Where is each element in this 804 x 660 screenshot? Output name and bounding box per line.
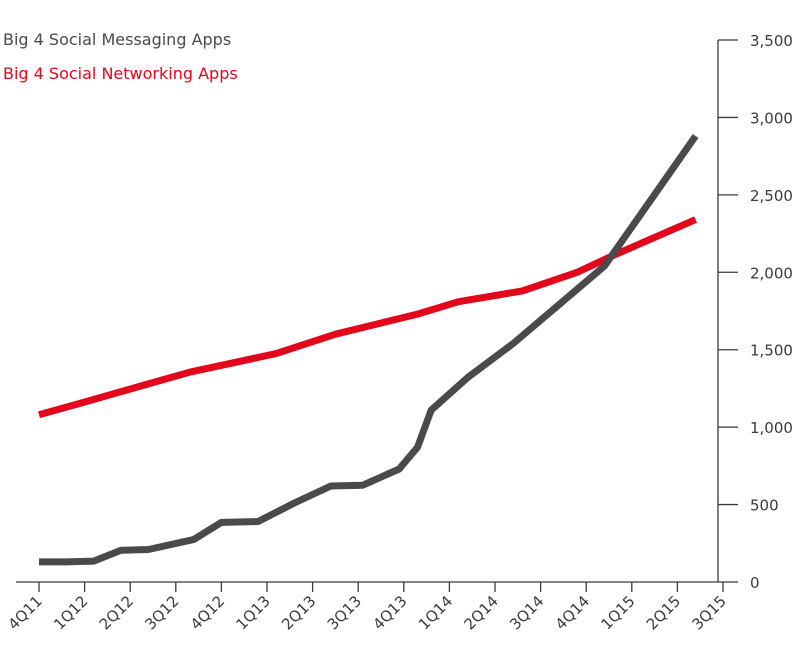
series-layer <box>38 133 699 566</box>
y-tick-label: 500 <box>750 497 779 515</box>
legend-label-networking: Big 4 Social Networking Apps <box>3 64 238 83</box>
x-tick-label: 4Q12 <box>187 592 228 633</box>
legend-label-messaging: Big 4 Social Messaging Apps <box>3 30 231 49</box>
y-tick-label: 3,000 <box>750 109 793 127</box>
x-tick-label: 2Q13 <box>278 592 319 633</box>
x-tick-label: 3Q14 <box>506 592 547 633</box>
series-line-messaging <box>39 133 699 566</box>
y-tick-label: 1,000 <box>750 419 793 437</box>
y-tick-label: 0 <box>750 574 760 592</box>
x-tick-label: 3Q12 <box>141 592 182 633</box>
y-tick-label: 2,500 <box>750 187 793 205</box>
y-axis-ticks: 0 500 1,000 1,500 2,000 2,500 3,000 3,500 <box>718 32 793 592</box>
x-tick-label: 4Q11 <box>5 592 46 633</box>
x-tick-label: 2Q14 <box>461 592 502 633</box>
x-tick-label: 1Q14 <box>415 592 456 633</box>
y-tick-label: 1,500 <box>750 342 793 360</box>
x-tick-label: 3Q15 <box>689 592 730 633</box>
x-tick-label: 1Q12 <box>50 592 91 633</box>
series-line-networking <box>38 216 697 419</box>
x-tick-label: 2Q12 <box>96 592 137 633</box>
x-tick-label: 4Q14 <box>552 592 593 633</box>
x-tick-label: 2Q15 <box>643 592 684 633</box>
x-tick-label: 1Q13 <box>233 592 274 633</box>
x-axis-ticks: 4Q11 1Q12 2Q12 3Q12 4Q12 1Q13 2Q13 3Q13 4Q13 1Q14… <box>5 582 730 633</box>
y-tick-label: 3,500 <box>750 32 793 50</box>
x-tick-label: 4Q13 <box>369 592 410 633</box>
x-tick-label: 3Q13 <box>324 592 365 633</box>
y-tick-label: 2,000 <box>750 264 793 282</box>
x-tick-label: 1Q15 <box>597 592 638 633</box>
